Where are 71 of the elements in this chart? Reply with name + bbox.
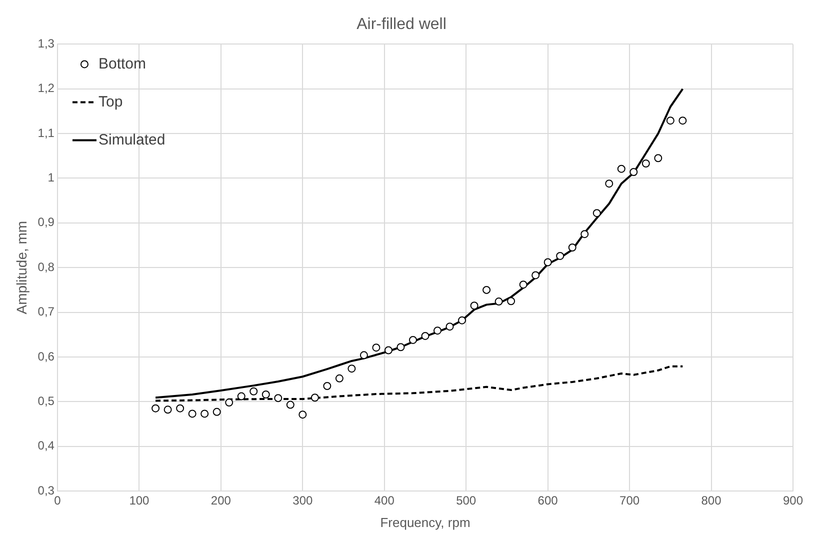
point (592, 209, 601, 218)
point (250, 387, 258, 396)
point (372, 344, 380, 352)
x-tick-label: 500 (456, 494, 476, 508)
point (310, 394, 319, 402)
x-tick-label: 800 (701, 494, 722, 508)
x-tick-label: 400 (374, 494, 395, 508)
x-tick-label: 300 (292, 494, 313, 508)
point (408, 336, 417, 344)
point (507, 297, 516, 306)
point (274, 394, 282, 402)
x-tick-label: 200 (210, 494, 232, 508)
y-tick-label: 0,4 (38, 438, 55, 453)
point (298, 410, 307, 419)
point (323, 382, 332, 390)
y-axis-title: Amplitude, mm (13, 220, 30, 314)
point (482, 286, 491, 294)
point (200, 410, 209, 418)
point (262, 390, 270, 398)
point (446, 322, 454, 331)
x-tick-label: 0 (54, 494, 62, 508)
point (237, 392, 246, 400)
point (225, 398, 234, 407)
y-tick-label: 0,7 (38, 304, 55, 319)
point (348, 364, 356, 373)
x-tick-label: 600 (538, 494, 558, 508)
x-tick-label: 900 (782, 494, 804, 508)
x-axis-title: Frequency, rpm (380, 514, 470, 530)
point (335, 374, 344, 382)
y-tick-label: 1,2 (38, 81, 55, 96)
y-tick-label: 0,6 (38, 349, 55, 364)
point (188, 410, 196, 418)
point (642, 159, 650, 168)
point (666, 116, 674, 125)
point (164, 406, 172, 414)
point (580, 230, 589, 238)
legend-label: Top (98, 93, 123, 110)
point (458, 316, 466, 324)
point (384, 346, 392, 354)
point (617, 164, 626, 173)
point (544, 258, 552, 266)
point (532, 271, 540, 280)
point (568, 243, 576, 252)
point (360, 351, 368, 360)
y-tick-label: 0,9 (38, 215, 55, 230)
point (421, 332, 430, 340)
y-tick-label: 0,5 (38, 394, 55, 408)
point (286, 400, 294, 409)
point (152, 404, 160, 412)
x-tick-label: 100 (129, 494, 150, 508)
y-tick-label: 1 (48, 170, 55, 185)
point (556, 252, 564, 260)
point (470, 302, 478, 310)
point (519, 280, 528, 289)
y-tick-label: 1,1 (38, 126, 55, 140)
point (434, 326, 442, 335)
point (654, 154, 662, 162)
chart-title: Air-filled well (356, 16, 446, 34)
point (678, 116, 687, 125)
point (176, 404, 184, 412)
point (494, 298, 503, 306)
x-tick-label: 700 (620, 494, 640, 508)
point (396, 343, 405, 352)
legend-label: Simulated (98, 131, 166, 148)
point (212, 408, 221, 416)
legend-label: Bottom (98, 55, 146, 72)
point (605, 180, 614, 188)
point (630, 168, 638, 176)
y-tick-label: 0,8 (38, 260, 55, 274)
y-tick-label: 0,3 (38, 483, 55, 498)
y-tick-label: 1,3 (38, 36, 55, 51)
